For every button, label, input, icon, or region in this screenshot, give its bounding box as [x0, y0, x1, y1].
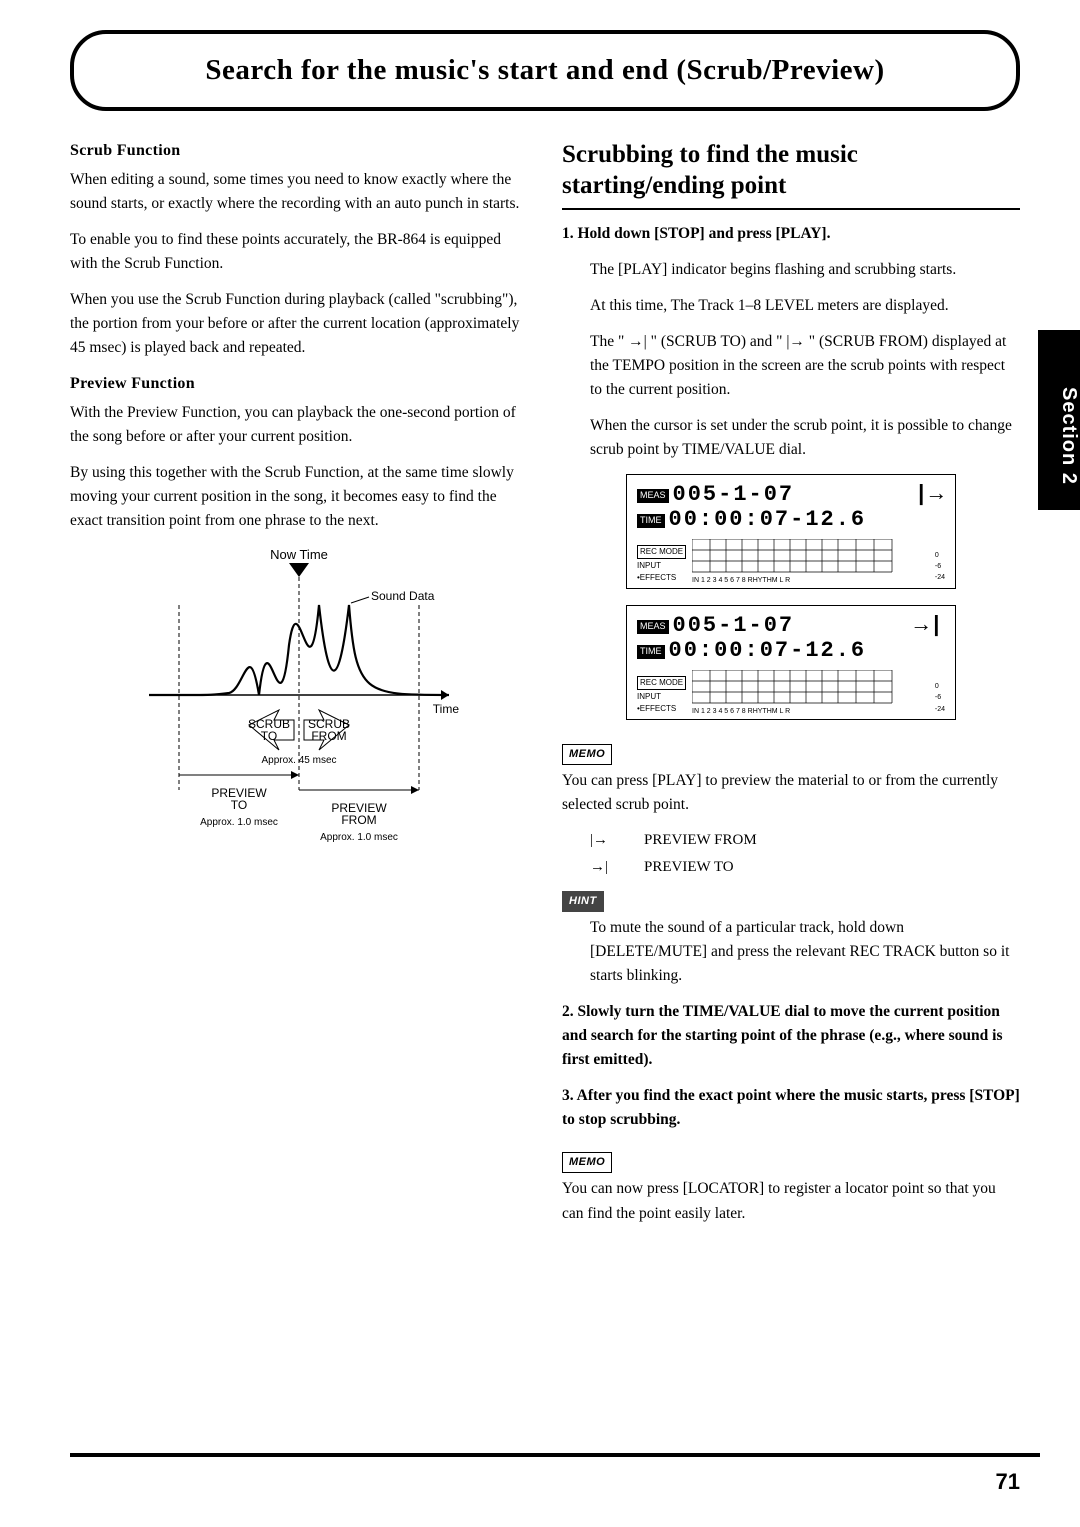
step-2: 2. Slowly turn the TIME/VALUE dial to mo…: [562, 1000, 1020, 1072]
preview-from-label: PREVIEW FROM: [644, 829, 757, 852]
page-title: Search for the music's start and end (Sc…: [104, 54, 986, 87]
svg-text:Now Time: Now Time: [270, 547, 328, 562]
svg-text:IN 1 2 3 4 5 6 7 8 R: IN 1 2 3 4 5 6 7 8 RHYTHM L R: [692, 577, 790, 584]
svg-text:PREVIEWTO: PREVIEWTO: [211, 786, 267, 812]
page-title-box: Search for the music's start and end (Sc…: [70, 30, 1020, 111]
svg-text:Approx. 1.0 msec: Approx. 1.0 msec: [320, 832, 398, 843]
arrow-from-icon: |→: [590, 829, 614, 852]
scrubbing-heading: Scrubbing to find the music starting/end…: [562, 139, 1020, 210]
lcd-screen-2: MEAS005-1-07→| TIME00:00:07-12.6 REC MOD…: [626, 605, 956, 720]
memo-badge-2: MEMO: [562, 1152, 612, 1173]
hint-badge: HINT: [562, 891, 604, 912]
step1-p4: When the cursor is set under the scrub p…: [590, 414, 1020, 462]
preview-from-row: |→ PREVIEW FROM: [590, 829, 1020, 852]
left-column: Scrub Function When editing a sound, som…: [70, 139, 528, 1238]
lcd-screen-1: MEAS005-1-07|→ TIME00:00:07-12.6 REC MOD…: [626, 474, 956, 589]
section-tab: Section 2: [1038, 330, 1080, 510]
content-columns: Scrub Function When editing a sound, som…: [70, 139, 1020, 1238]
scrub-p3: When you use the Scrub Function during p…: [70, 288, 528, 360]
svg-text:Sound Data: Sound Data: [371, 589, 435, 603]
scrub-p2: To enable you to find these points accur…: [70, 228, 528, 276]
right-column: Scrubbing to find the music starting/end…: [562, 139, 1020, 1238]
preview-to-row: →| PREVIEW TO: [590, 856, 1020, 879]
footer-rule: [70, 1453, 1040, 1457]
preview-heading: Preview Function: [70, 372, 528, 397]
svg-text:SCRUBFROM: SCRUBFROM: [308, 717, 350, 743]
svg-text:PREVIEWFROM: PREVIEWFROM: [331, 801, 387, 827]
svg-text:Approx. 45 msec: Approx. 45 msec: [261, 755, 336, 766]
preview-to-label: PREVIEW TO: [644, 856, 734, 879]
step1-p3: The " →| " (SCRUB TO) and " |→ " (SCRUB …: [590, 330, 1020, 402]
svg-text:Time: Time: [433, 702, 460, 716]
preview-p2: By using this together with the Scrub Fu…: [70, 461, 528, 533]
arrow-to-icon: →|: [590, 856, 614, 879]
hint-1: To mute the sound of a particular track,…: [590, 916, 1020, 988]
memo-1: You can press [PLAY] to preview the mate…: [562, 769, 1020, 817]
preview-p1: With the Preview Function, you can playb…: [70, 401, 528, 449]
step1-p1: The [PLAY] indicator begins flashing and…: [590, 258, 1020, 282]
memo-badge: MEMO: [562, 744, 612, 765]
step-3: 3. After you find the exact point where …: [562, 1084, 1020, 1132]
scrub-p1: When editing a sound, some times you nee…: [70, 168, 528, 216]
scrub-diagram: Time Now Time Sound Data SCRUBTO SCRUBFR…: [70, 545, 528, 853]
step-1: 1. Hold down [STOP] and press [PLAY].: [562, 222, 1020, 246]
svg-text:Approx. 1.0 msec: Approx. 1.0 msec: [200, 817, 278, 828]
page-number: 71: [996, 1469, 1020, 1495]
scrub-heading: Scrub Function: [70, 139, 528, 164]
step1-p2: At this time, The Track 1–8 LEVEL meters…: [590, 294, 1020, 318]
svg-text:IN 1 2 3 4 5 6 7 8 R: IN 1 2 3 4 5 6 7 8 RHYTHM L R: [692, 708, 790, 715]
memo-2: You can now press [LOCATOR] to register …: [562, 1177, 1020, 1225]
